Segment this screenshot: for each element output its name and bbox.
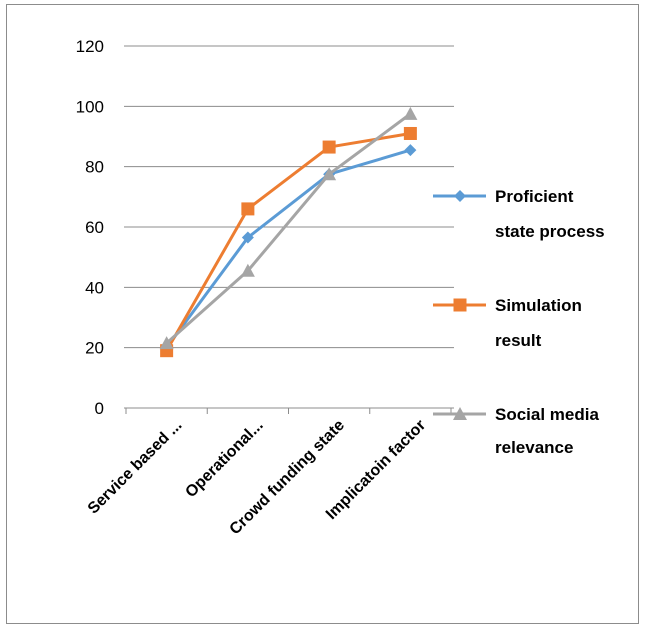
- legend-label: Social media relevance: [495, 405, 599, 457]
- legend-label-line: result: [495, 331, 542, 350]
- gridlines: [124, 45, 454, 349]
- square-marker: [403, 126, 417, 140]
- legend-label: Simulation result: [495, 296, 582, 350]
- triangle-marker: [453, 407, 467, 420]
- legend-label-line: Proficient: [495, 187, 574, 206]
- triangle-marker: [322, 167, 337, 181]
- square-marker: [241, 202, 255, 216]
- series-diamond: [160, 144, 417, 354]
- diamond-marker: [404, 144, 417, 157]
- y-tick-label: 20: [85, 339, 104, 358]
- legend-label-line: relevance: [495, 438, 573, 457]
- series-square: [160, 126, 417, 358]
- x-category-label: Operational...: [182, 417, 266, 501]
- series-line: [165, 112, 412, 345]
- y-tick-label: 60: [85, 218, 104, 237]
- legend-item: Proficient state process: [433, 187, 605, 241]
- series-lines: [159, 106, 418, 358]
- y-tick-label: 120: [76, 37, 104, 56]
- diamond-marker: [454, 190, 466, 202]
- y-tick-label: 80: [85, 158, 104, 177]
- legend-label: Proficient state process: [495, 187, 605, 241]
- triangle-marker: [159, 336, 174, 350]
- triangle-marker: [240, 263, 255, 277]
- legend-label-line: state process: [495, 222, 605, 241]
- series-line: [165, 132, 411, 352]
- legend-item: Simulation result: [433, 296, 582, 350]
- chart-frame: [6, 4, 639, 624]
- square-marker: [322, 140, 336, 154]
- legend-label-line: Simulation: [495, 296, 582, 315]
- diamond-marker: [241, 231, 254, 244]
- y-tick-label: 100: [76, 97, 104, 116]
- series-triangle: [159, 106, 418, 350]
- triangle-marker: [403, 106, 418, 120]
- x-category-label: Service based ...: [85, 417, 186, 518]
- square-marker: [453, 298, 467, 312]
- legend-label-line: Social media: [495, 405, 599, 424]
- legend-item: Social media relevance: [433, 405, 599, 457]
- series-line: [165, 148, 411, 349]
- y-tick-label: 40: [85, 278, 104, 297]
- y-tick-label: 0: [95, 399, 104, 418]
